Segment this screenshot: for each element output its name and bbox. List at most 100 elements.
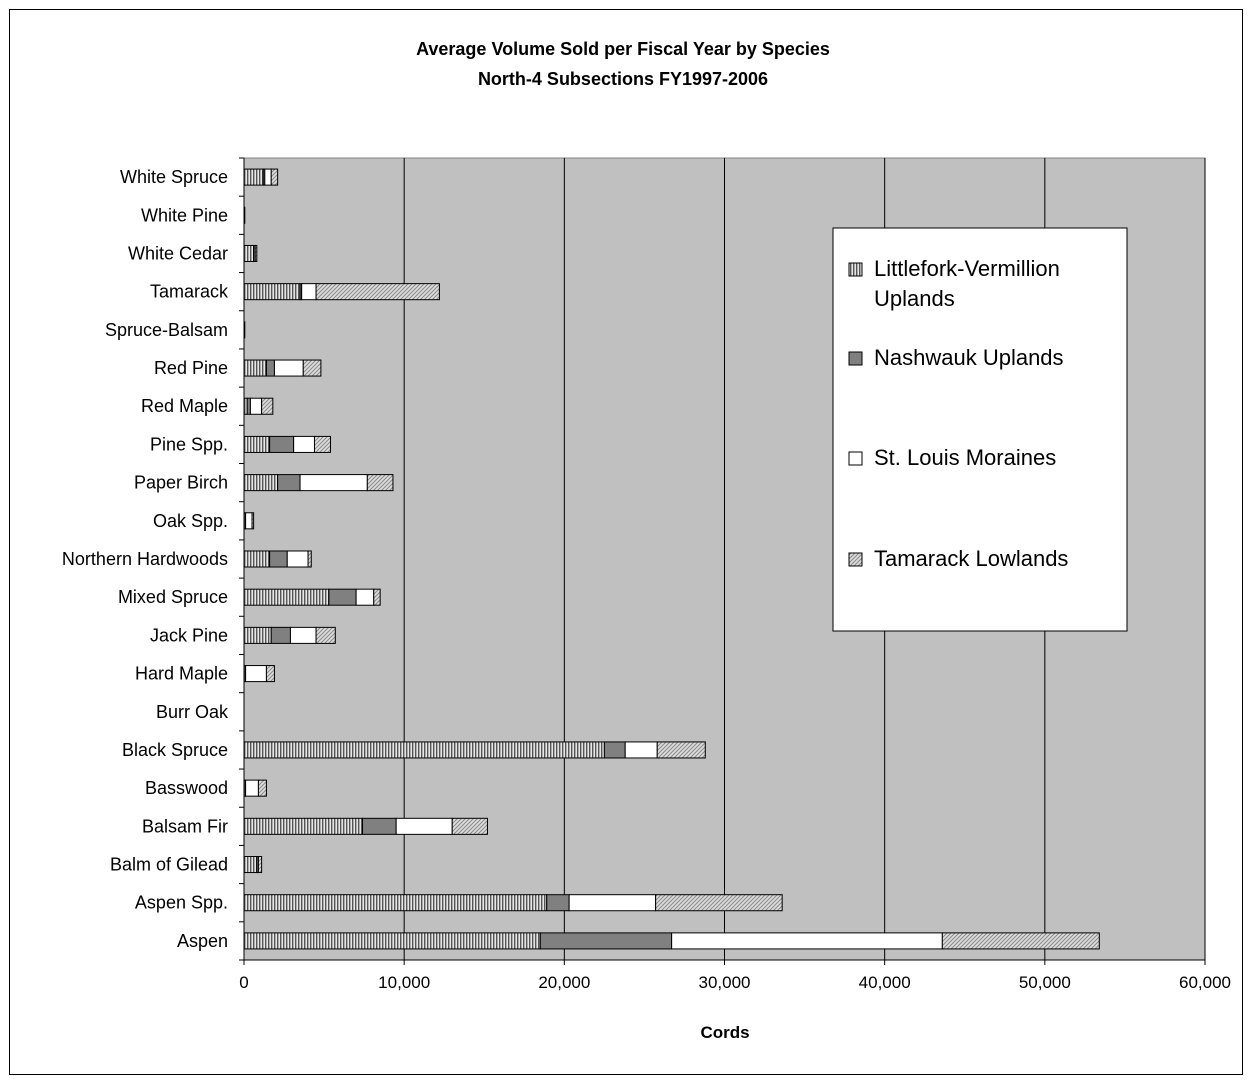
category-label-balm-of-gilead: Balm of Gilead: [110, 855, 228, 875]
bar-basswood-st-louis-moraines: [245, 779, 259, 797]
bar-oak-spp-st-louis-moraines: [245, 512, 253, 530]
bar-mixed-spruce-littlefork-vermillion-uplands: [243, 588, 330, 606]
bar-red-pine-tamarack-lowlands: [302, 359, 322, 377]
x-tick-label: 0: [239, 973, 248, 992]
category-label-spruce-balsam: Spruce-Balsam: [105, 320, 228, 340]
category-label-basswood: Basswood: [145, 778, 228, 798]
bar-balsam-fir-tamarack-lowlands: [451, 817, 488, 835]
bar-oak-spp-tamarack-lowlands: [251, 512, 255, 530]
bar-aspen-spp-tamarack-lowlands: [655, 894, 783, 912]
legend-label-tamarack-lowlands: Tamarack Lowlands: [874, 546, 1068, 571]
bar-pine-spp-tamarack-lowlands: [313, 435, 331, 453]
chart-subtitle: North-4 Subsections FY1997-2006: [478, 69, 768, 89]
x-tick-labels: 0 10,000 20,000 30,000 40,000 50,000 60,000: [239, 973, 1231, 992]
legend-swatch-littlefork-vermillion-uplands: [848, 262, 863, 277]
category-label-black-spruce: Black Spruce: [122, 740, 228, 760]
legend: Littlefork-Vermillion Uplands Nashwauk Upl…: [832, 227, 1128, 632]
bar-black-spruce-tamarack-lowlands: [656, 741, 706, 759]
bar-northern-hardwoods-tamarack-lowlands: [307, 550, 312, 568]
bar-paper-birch-tamarack-lowlands: [366, 474, 394, 492]
bar-paper-birch-littlefork-vermillion-uplands: [243, 474, 279, 492]
category-label-pine-spp: Pine Spp.: [150, 434, 228, 454]
bar-balsam-fir-littlefork-vermillion-uplands: [243, 817, 364, 835]
bar-pine-spp-nashwauk-uplands: [269, 435, 295, 453]
bar-aspen-spp-nashwauk-uplands: [546, 894, 570, 912]
legend-label-littlefork-vermillion-uplands: Littlefork-Vermillion Uplands: [874, 256, 1060, 311]
category-label-aspen-spp: Aspen Spp.: [135, 893, 228, 913]
bar-aspen-st-louis-moraines: [671, 932, 943, 950]
bar-balm-of-gilead-tamarack-lowlands: [257, 856, 263, 874]
legend-label-st-louis-moraines: St. Louis Moraines: [874, 445, 1056, 470]
bar-pine-spp-st-louis-moraines: [293, 435, 315, 453]
bar-white-spruce-st-louis-moraines: [264, 168, 272, 186]
category-label-white-cedar: White Cedar: [128, 243, 228, 263]
legend-swatch-tamarack-lowlands: [848, 552, 863, 567]
bar-white-cedar-littlefork-vermillion-uplands: [243, 244, 255, 262]
bar-jack-pine-st-louis-moraines: [289, 626, 317, 644]
bar-paper-birch-nashwauk-uplands: [277, 474, 301, 492]
bar-white-cedar-tamarack-lowlands: [254, 244, 258, 262]
legend-label-nashwauk-uplands: Nashwauk Uplands: [874, 345, 1064, 370]
bar-aspen-spp-st-louis-moraines: [568, 894, 657, 912]
category-label-tamarack: Tamarack: [150, 282, 229, 302]
bar-aspen-spp-littlefork-vermillion-uplands: [243, 894, 548, 912]
bar-black-spruce-nashwauk-uplands: [603, 741, 626, 759]
bar-tamarack-littlefork-vermillion-uplands: [243, 283, 301, 301]
bar-red-maple-tamarack-lowlands: [261, 397, 274, 415]
bar-basswood-tamarack-lowlands: [257, 779, 267, 797]
category-label-mixed-spruce: Mixed Spruce: [118, 587, 228, 607]
chart-title: Average Volume Sold per Fiscal Year by S…: [416, 39, 830, 59]
bar-black-spruce-st-louis-moraines: [624, 741, 658, 759]
category-label-hard-maple: Hard Maple: [135, 664, 228, 684]
bar-tamarack-tamarack-lowlands: [315, 283, 440, 301]
bar-northern-hardwoods-st-louis-moraines: [286, 550, 309, 568]
category-label-white-spruce: White Spruce: [120, 167, 228, 187]
category-label-red-maple: Red Maple: [141, 396, 228, 416]
chart-frame: Average Volume Sold per Fiscal Year by S…: [9, 9, 1243, 1075]
axes-group: [239, 157, 1206, 965]
bar-white-spruce-littlefork-vermillion-uplands: [243, 168, 264, 186]
bar-red-pine-nashwauk-uplands: [265, 359, 275, 377]
bar-aspen-littlefork-vermillion-uplands: [243, 932, 541, 950]
category-label-paper-birch: Paper Birch: [134, 473, 228, 493]
category-label-balsam-fir: Balsam Fir: [142, 816, 228, 836]
bar-black-spruce-littlefork-vermillion-uplands: [243, 741, 605, 759]
bar-balsam-fir-nashwauk-uplands: [362, 817, 397, 835]
bar-balsam-fir-st-louis-moraines: [395, 817, 453, 835]
x-tick-label: 10,000: [378, 973, 430, 992]
legend-swatch-nashwauk-uplands: [848, 351, 863, 366]
legend-swatch-st-louis-moraines: [848, 451, 863, 466]
bar-hard-maple-tamarack-lowlands: [265, 665, 275, 683]
category-label-burr-oak: Burr Oak: [156, 702, 229, 722]
bar-jack-pine-nashwauk-uplands: [270, 626, 291, 644]
bar-white-spruce-tamarack-lowlands: [270, 168, 279, 186]
category-labels: Aspen Aspen Spp. Balm of Gilead Balsam Fir B…: [62, 167, 229, 951]
bar-jack-pine-littlefork-vermillion-uplands: [243, 626, 272, 644]
bar-aspen-nashwauk-uplands: [539, 932, 673, 950]
category-label-red-pine: Red Pine: [154, 358, 228, 378]
bar-northern-hardwoods-littlefork-vermillion-uplands: [243, 550, 271, 568]
x-tick-label: 60,000: [1179, 973, 1231, 992]
bar-red-pine-st-louis-moraines: [273, 359, 304, 377]
bar-red-pine-littlefork-vermillion-uplands: [243, 359, 267, 377]
category-label-aspen: Aspen: [177, 931, 228, 951]
bar-mixed-spruce-st-louis-moraines: [355, 588, 375, 606]
bar-hard-maple-st-louis-moraines: [245, 665, 267, 683]
category-label-oak-spp: Oak Spp.: [153, 511, 228, 531]
bar-red-maple-st-louis-moraines: [249, 397, 263, 415]
bar-pine-spp-littlefork-vermillion-uplands: [243, 435, 271, 453]
bar-mixed-spruce-nashwauk-uplands: [328, 588, 357, 606]
category-label-jack-pine: Jack Pine: [150, 625, 228, 645]
chart-svg: Average Volume Sold per Fiscal Year by S…: [62, 39, 1231, 1042]
bar-northern-hardwoods-nashwauk-uplands: [269, 550, 288, 568]
x-tick-label: 30,000: [699, 973, 751, 992]
bar-aspen-tamarack-lowlands: [941, 932, 1100, 950]
bar-tamarack-st-louis-moraines: [301, 283, 317, 301]
category-label-white-pine: White Pine: [141, 205, 228, 225]
bar-mixed-spruce-tamarack-lowlands: [373, 588, 381, 606]
bar-jack-pine-tamarack-lowlands: [315, 626, 336, 644]
x-tick-label: 40,000: [859, 973, 911, 992]
bar-paper-birch-st-louis-moraines: [299, 474, 368, 492]
x-tick-label: 50,000: [1019, 973, 1071, 992]
x-axis-title: Cords: [700, 1023, 749, 1042]
